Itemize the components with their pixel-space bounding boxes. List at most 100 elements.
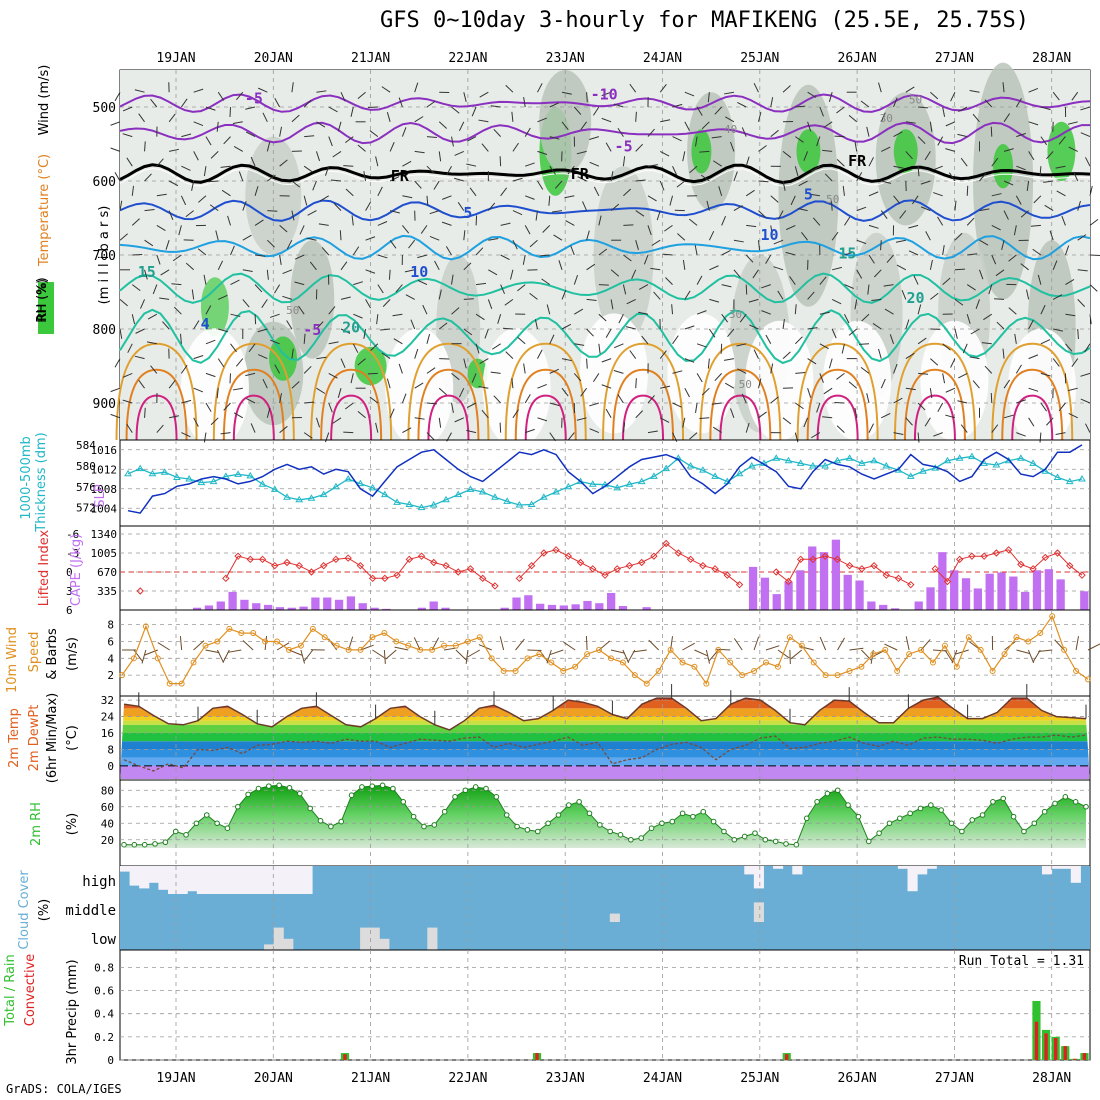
upper-wind-barb (601, 91, 612, 97)
cape-tick-label: 1340 (91, 528, 118, 541)
upper-wind-barb (542, 225, 551, 233)
upper-wind-barb (924, 151, 931, 161)
upper-wind-barb (1003, 180, 1014, 186)
upper-wind-barb (332, 150, 342, 158)
wind-axis-label: Wind (m/s) (37, 65, 52, 136)
upper-wind-barb (819, 343, 829, 350)
wind-speed-point (941, 642, 948, 649)
thickness-point (796, 459, 805, 466)
cloud-cover-unit-label: (%) (37, 899, 52, 922)
upper-wind-barb (303, 165, 313, 173)
upper-wind-barb (651, 239, 661, 246)
lifted-index-point (564, 552, 573, 560)
date-label-top: 25JAN (740, 51, 779, 66)
upper-wind-barb (481, 143, 489, 152)
lifted-index-point (356, 561, 365, 570)
millibars-axis-label: (m i l l i b a r s) (97, 206, 112, 305)
upper-wind-barb (937, 402, 944, 412)
cloud-high-bar (264, 866, 275, 894)
upper-wind-barb (479, 358, 489, 365)
upper-wind-barb (250, 156, 256, 167)
upper-wind-barb (635, 378, 637, 389)
temperature-axis-label: Temperature (°C) (37, 154, 52, 267)
upper-wind-barb (478, 119, 489, 123)
upper-wind-barb (650, 267, 661, 271)
upper-wind-barb (758, 411, 767, 419)
upper-wind-barb (975, 299, 980, 309)
upper-wind-barb (942, 245, 945, 256)
upper-wind-barb (420, 225, 428, 234)
upper-wind-barb (365, 236, 376, 241)
lifted-index-point (1078, 571, 1086, 579)
upper-wind-barb (499, 422, 502, 433)
warm-isotherm-arch (330, 394, 373, 441)
upper-wind-barb (795, 105, 806, 108)
wind-barb (705, 649, 711, 664)
rh-point (814, 799, 820, 805)
upper-wind-barb (638, 311, 649, 315)
upper-wind-barb (711, 402, 722, 405)
upper-wind-barb (1065, 313, 1076, 317)
temp-axis-label-2: 2m DewPt (27, 705, 42, 772)
upper-wind-barb (331, 179, 342, 182)
lifted-index-point (466, 565, 475, 573)
wind-speed-point (619, 659, 626, 666)
upper-wind-barb (270, 313, 280, 318)
upper-wind-barb (401, 127, 407, 137)
upper-wind-barb (1071, 91, 1079, 101)
wind-speed-point (500, 667, 507, 674)
upper-wind-barb (1065, 279, 1075, 286)
thickness-point (258, 480, 267, 487)
wind-barb (585, 635, 588, 651)
upper-wind-barb (696, 275, 703, 285)
rh-point (565, 802, 572, 808)
upper-wind-barb (841, 343, 845, 354)
upper-wind-barb (248, 343, 256, 353)
thickness-point (833, 456, 842, 464)
upper-wind-barb (227, 215, 231, 226)
upper-wind-barb (1071, 358, 1079, 367)
rh-point (597, 822, 603, 828)
upper-wind-barb (1065, 343, 1073, 352)
upper-wind-barb (848, 328, 858, 336)
upper-wind-barb (905, 417, 913, 426)
wind-speed-point (142, 623, 149, 630)
rh-point (969, 817, 976, 823)
upper-wind-barb (626, 298, 636, 305)
isotherm-label: 15 (838, 245, 856, 263)
upper-wind-barb (942, 106, 946, 117)
upper-wind-barb (945, 121, 956, 127)
rh-clear-region (180, 328, 249, 449)
isotherm-label: 5 (463, 204, 472, 222)
cape-tick-label: 1005 (91, 547, 118, 560)
rh-point (886, 820, 893, 827)
upper-wind-barb (481, 409, 489, 419)
upper-wind-barb (512, 177, 523, 182)
upper-wind-barb (1053, 328, 1064, 332)
upper-wind-barb (911, 195, 919, 205)
upper-wind-barb (757, 378, 762, 389)
temperature-band (120, 757, 1090, 766)
wind-speed-point (369, 634, 376, 641)
upper-wind-barb (723, 91, 735, 95)
upper-wind-barb (868, 157, 874, 167)
upper-wind-barb (733, 171, 738, 182)
rh-contour-label: 30 (880, 112, 893, 125)
wind-barb (264, 636, 268, 651)
upper-wind-barb (402, 160, 412, 167)
cape-bar (299, 606, 308, 610)
upper-wind-barb (1003, 210, 1009, 220)
upper-wind-barb (429, 235, 440, 241)
wind-axis-label-2: Speed (27, 632, 42, 673)
upper-wind-barb (193, 88, 204, 93)
cape-bar (192, 607, 202, 610)
cape-bar (536, 603, 545, 610)
upper-wind-barb (836, 425, 845, 433)
wind-axis-label-1: 10m Wind (5, 627, 20, 693)
upper-wind-barb (798, 180, 808, 187)
upper-wind-barb (381, 86, 391, 93)
cloud-layer-label-low: low (91, 932, 117, 948)
upper-wind-barb (708, 328, 716, 338)
temp-tick-label: 24 (101, 711, 115, 724)
upper-wind-barb (255, 254, 266, 257)
